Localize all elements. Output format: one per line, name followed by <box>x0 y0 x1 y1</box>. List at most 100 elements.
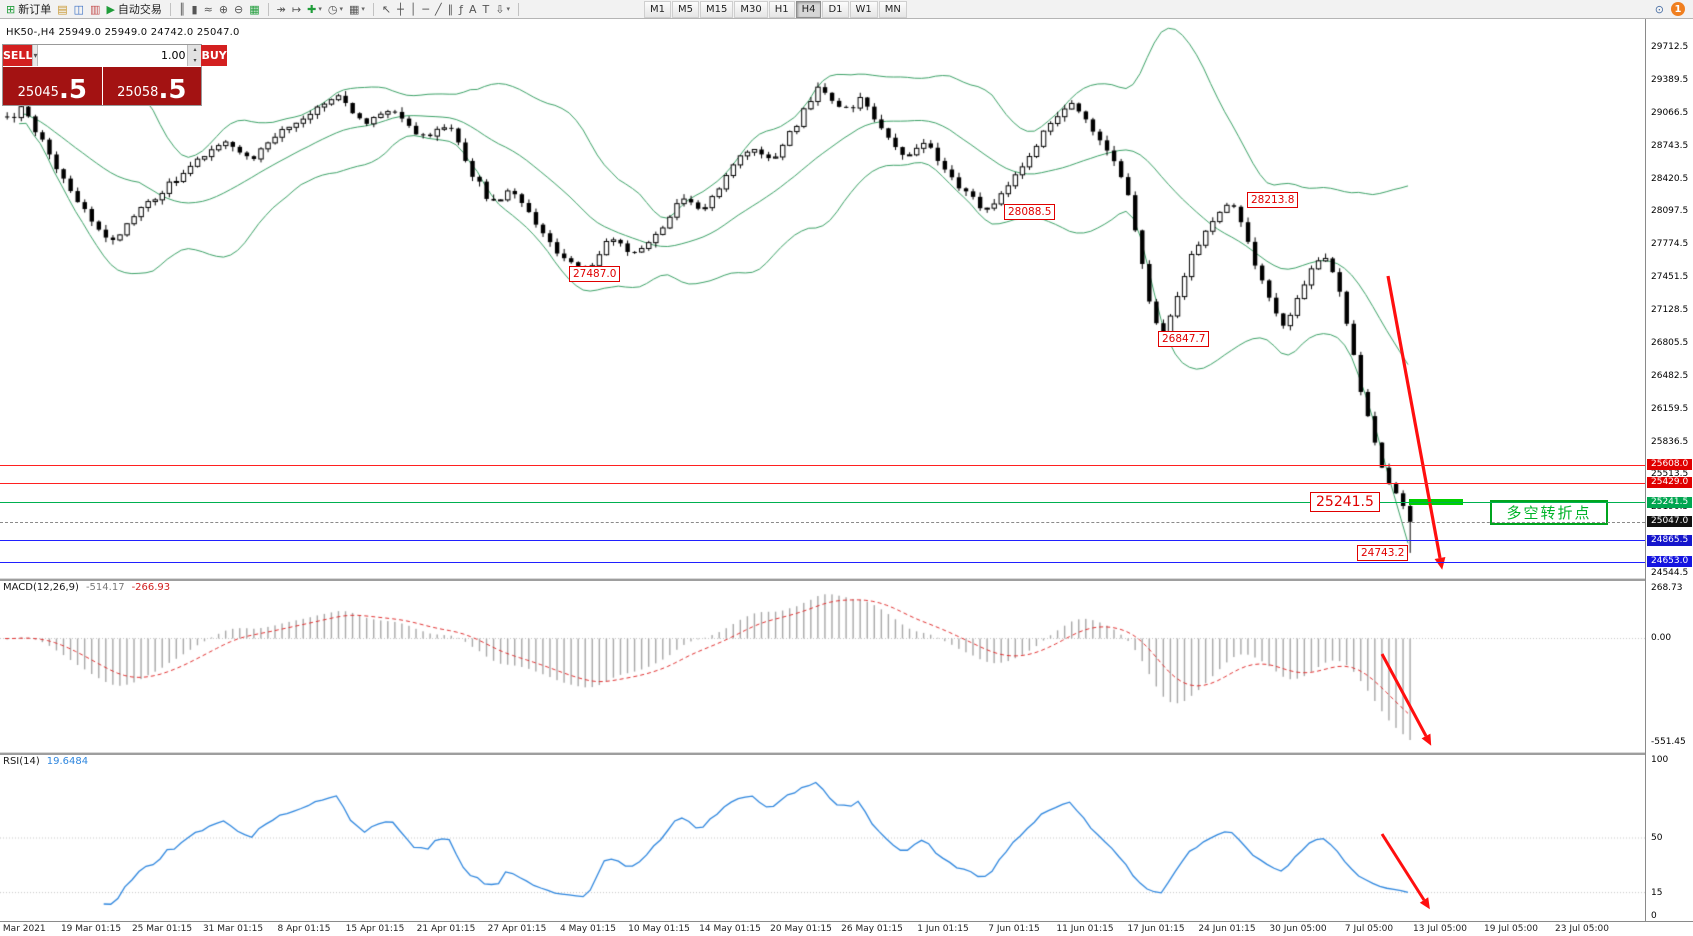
equidistant-channel-button[interactable]: ∥ <box>445 1 457 18</box>
trendline-icon: ╱ <box>434 2 442 16</box>
timeframe-mn-button-label: MN <box>884 3 901 15</box>
timeframe-w1-button[interactable]: W1 <box>849 0 878 18</box>
volume-input[interactable] <box>38 45 188 66</box>
timeframe-m5-button[interactable]: M5 <box>671 0 699 18</box>
price-axis-tick: 27774.5 <box>1651 239 1689 249</box>
toolbar-separator <box>267 2 269 16</box>
vertical-line-button[interactable]: │ <box>407 1 420 18</box>
macd-indicator-label: MACD(12,26,9) -514.17 -266.93 <box>3 582 170 593</box>
search-icon[interactable]: ⊙ <box>1654 2 1664 16</box>
resistance-line-1[interactable] <box>0 465 1645 466</box>
timeframe-mn-button[interactable]: MN <box>878 0 907 18</box>
crosshair-button[interactable]: ┼ <box>394 1 407 18</box>
line-chart-button[interactable]: ≈ <box>201 1 216 18</box>
bar-chart-button[interactable]: ║ <box>176 1 189 18</box>
navigator-button[interactable]: ▥ <box>87 1 103 18</box>
timeframe-h4-button[interactable]: H4 <box>795 0 822 18</box>
timeframe-m15-button[interactable]: M15 <box>699 0 734 18</box>
timeframe-m1-button-label: M1 <box>649 3 665 15</box>
panel-splitter-macd[interactable] <box>0 578 1693 581</box>
templates-dropdown-button[interactable]: ▦ ▾ <box>346 1 368 18</box>
toolbar-group: ║ ▮ ≈ ⊕ ⊖ ▦ <box>176 0 263 19</box>
indicators-dropdown-icon: ✚ <box>307 2 317 16</box>
data-window-icon: ◫ <box>73 2 85 16</box>
rsi-down-arrow[interactable] <box>1374 828 1446 920</box>
volume-field: ▴ ▾ <box>38 45 202 66</box>
price-axis[interactable]: 29712.5 29389.5 29066.5 28743.5 28420.5 28097… <box>1645 19 1693 921</box>
timeframe-h1-button[interactable]: H1 <box>768 0 795 18</box>
timeframe-m1-button[interactable]: M1 <box>643 0 671 18</box>
turning-point-label[interactable]: 多空转折点 <box>1490 500 1608 525</box>
line-chart-icon: ≈ <box>203 2 213 16</box>
horizontal-line-icon: ─ <box>422 2 429 16</box>
horizontal-line-button[interactable]: ─ <box>419 1 432 18</box>
candlestick-chart-button[interactable]: ▮ <box>189 1 201 18</box>
macd-down-arrow[interactable] <box>1374 648 1446 756</box>
support-line-2[interactable] <box>0 562 1645 563</box>
timeframe-d1-button[interactable]: D1 <box>822 0 849 18</box>
resistance-line-2[interactable] <box>0 483 1645 484</box>
price-tag-27487-0[interactable]: 27487.0 <box>569 266 621 282</box>
time-axis[interactable]: 9 Mar 2021 19 Mar 01:15 25 Mar 01:15 31 Mar… <box>0 921 1693 936</box>
toolbar-separator <box>169 2 171 16</box>
panel-splitter-rsi[interactable] <box>0 752 1693 755</box>
cursor-button[interactable]: ↖ <box>379 1 394 18</box>
new-order-button[interactable]: ⊞ 新订单 <box>3 1 54 18</box>
zoom-in-button[interactable]: ⊕ <box>216 1 231 18</box>
price-tag-28213-8[interactable]: 28213.8 <box>1247 192 1299 208</box>
arrows-dropdown-button[interactable]: ⇩ ▾ <box>492 1 513 18</box>
data-window-button[interactable]: ◫ <box>71 1 87 18</box>
equidistant-channel-icon: ∥ <box>447 2 454 16</box>
arrows-dropdown-caret-icon: ▾ <box>506 5 510 13</box>
timeframe-m30-button[interactable]: M30 <box>734 0 768 18</box>
price-axis-tick: 25513.5 <box>1651 469 1689 479</box>
macd-signal-value: -266.93 <box>131 582 171 593</box>
vertical-line-icon: │ <box>409 2 417 16</box>
time-axis-label: 8 Apr 01:15 <box>277 924 331 934</box>
autotrading-button[interactable]: ▶ 自动交易 <box>103 1 164 18</box>
price-axis-box-24865-5: 24865.5 <box>1647 535 1692 546</box>
tile-windows-button[interactable]: ▦ <box>246 1 262 18</box>
price-tag-24743-2[interactable]: 24743.2 <box>1357 545 1409 561</box>
volume-increase-button[interactable]: ▴ <box>188 45 202 56</box>
chart-canvas[interactable] <box>0 19 1645 921</box>
time-axis-label: 11 Jun 01:15 <box>1056 924 1114 934</box>
price-axis-box-25241-5: 25241.5 <box>1647 497 1692 508</box>
price-axis-tick: 28097.5 <box>1651 206 1689 216</box>
price-tag-25241-5[interactable]: 25241.5 <box>1310 492 1380 512</box>
price-tag-26847-7[interactable]: 26847.7 <box>1158 331 1210 347</box>
periods-dropdown-button[interactable]: ◷ ▾ <box>325 1 346 18</box>
fibonacci-icon: ƒ <box>459 2 463 16</box>
rsi-indicator-label: RSI(14) 19.6484 <box>3 756 88 767</box>
support-line-1[interactable] <box>0 540 1645 541</box>
price-tag-28088-5[interactable]: 28088.5 <box>1004 204 1056 220</box>
fibonacci-button[interactable]: ƒ <box>456 1 466 18</box>
volume-dropdown-caret[interactable]: ▾ <box>32 45 39 66</box>
autotrading-icon: ▶ <box>106 2 115 16</box>
trendline-button[interactable]: ╱ <box>432 1 445 18</box>
auto-scroll-button[interactable]: ↠ <box>274 1 289 18</box>
price-down-arrow[interactable] <box>1380 268 1460 580</box>
zoom-out-button[interactable]: ⊖ <box>231 1 246 18</box>
time-axis-label: 7 Jun 01:15 <box>988 924 1040 934</box>
chart-shift-button[interactable]: ↦ <box>289 1 304 18</box>
notifications-badge[interactable]: 1 <box>1671 2 1685 16</box>
toolbar: ⊞ 新订单 ▤ ◫ ▥ ▶ 自动交易 ║ ▮ ≈ ⊕ ⊖ ▦ ↠ ↦ ✚ ▾ ◷ ▾ ▦ ▾ ↖ ┼ │ ─ ╱ ∥ ƒ A T ⇩ ▾ M1 M… <box>0 0 1693 19</box>
cursor-icon: ↖ <box>381 2 392 16</box>
rsi-axis-label: 100 <box>1651 755 1669 765</box>
pivot-line[interactable] <box>0 502 1645 503</box>
time-axis-label: 26 May 01:15 <box>841 924 903 934</box>
symbol-ohlc-info: HK50-,H4 25949.0 25949.0 24742.0 25047.0 <box>6 27 240 38</box>
time-axis-label: 4 May 01:15 <box>560 924 616 934</box>
price-axis-box-25429-0: 25429.0 <box>1647 477 1692 488</box>
indicators-dropdown-button[interactable]: ✚ ▾ <box>304 1 325 18</box>
time-axis-label: 31 Mar 01:15 <box>202 924 264 934</box>
buy-button[interactable]: BUY <box>201 45 227 66</box>
text-button[interactable]: A <box>466 1 480 18</box>
text-label-button[interactable]: T <box>480 1 493 18</box>
sell-button[interactable]: SELL <box>3 45 33 66</box>
print-button[interactable]: ▤ <box>54 1 70 18</box>
time-axis-label: 9 Mar 2021 <box>0 924 46 934</box>
volume-decrease-button[interactable]: ▾ <box>188 55 202 66</box>
time-axis-label: 24 Jun 01:15 <box>1198 924 1256 934</box>
